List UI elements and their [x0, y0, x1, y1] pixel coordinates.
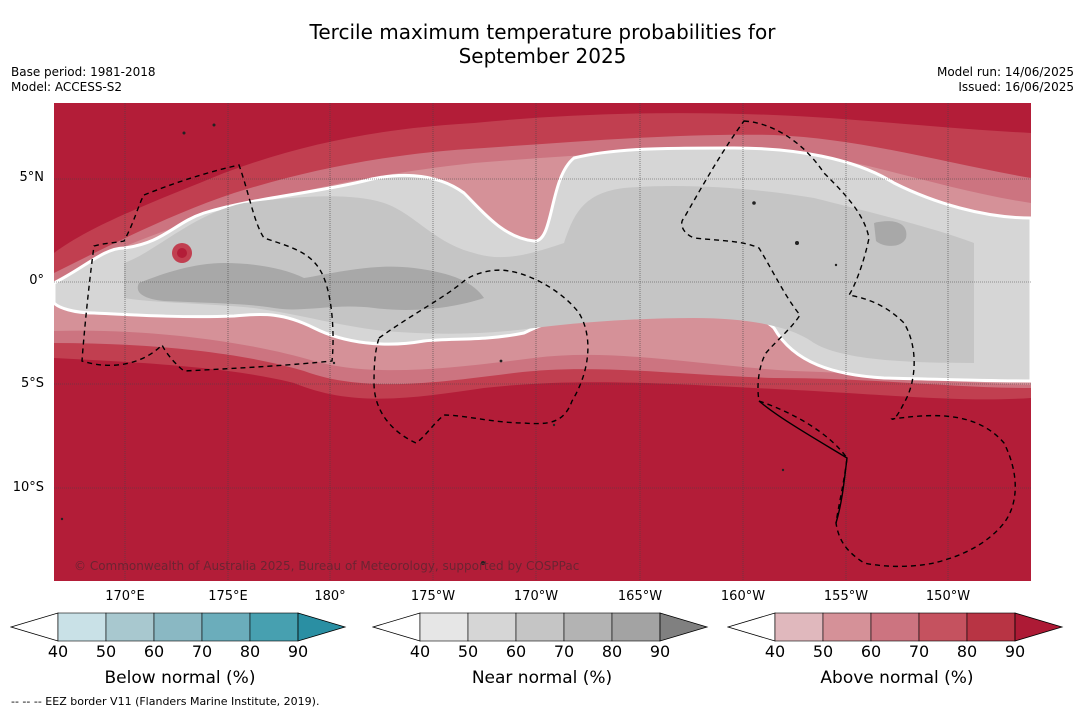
colorbar-tick-label: 40: [409, 642, 431, 661]
lon-label-150w: 150°W: [925, 589, 971, 604]
above-normal-title: Above normal (%): [820, 668, 974, 688]
colorbar-tick-label: 60: [505, 642, 527, 661]
title-line-1: Tercile maximum temperature probabilitie…: [309, 20, 776, 44]
red-hotspot-core: [177, 248, 187, 258]
colorbar-segment: [419, 612, 469, 642]
above-normal-segments: [727, 612, 1064, 642]
model-run: Model run: 14/06/2025: [936, 65, 1074, 79]
model-name: Model: ACCESS-S2: [11, 80, 123, 94]
colorbar-segment: [870, 612, 920, 642]
lon-label-160w: 160°W: [720, 589, 766, 604]
lat-label-0: 0°: [29, 273, 44, 288]
colorbar-tick-label: 80: [956, 642, 978, 661]
lat-label-10s: 10°S: [12, 480, 44, 495]
below-normal-segments: [10, 612, 347, 642]
colorbar-max-arrow: [297, 612, 347, 642]
lon-label-170e: 170°E: [105, 589, 145, 604]
colorbar-min-arrow: [727, 612, 776, 642]
near-normal-60-region: [137, 263, 484, 310]
colorbar-segment: [57, 612, 107, 642]
lat-label-5s: 5°S: [20, 376, 44, 391]
colorbar-segment: [249, 612, 299, 642]
lon-label-180: 180°: [314, 589, 346, 604]
lat-label-5n: 5°N: [19, 170, 45, 185]
eez-footnote: -- -- -- EEZ border V11 (Flanders Marine…: [11, 695, 320, 708]
lon-label-170w: 170°W: [513, 589, 559, 604]
colorbar-segment: [774, 612, 824, 642]
copyright-watermark: © Commonwealth of Australia 2025, Bureau…: [74, 559, 579, 573]
eez-borders: [81, 120, 1016, 568]
above-normal-colorbar: [727, 612, 1064, 642]
meta-left: Base period: 1981-2018 Model: ACCESS-S2: [11, 65, 156, 95]
map-title: Tercile maximum temperature probabilitie…: [0, 20, 1085, 68]
colorbar-segment: [611, 612, 661, 642]
colorbar-tick-label: 90: [649, 642, 671, 661]
colorbar-max-arrow: [659, 612, 709, 642]
colorbar-segment: [515, 612, 565, 642]
colorbar-segment: [563, 612, 613, 642]
probability-map: © Commonwealth of Australia 2025, Bureau…: [54, 103, 1031, 581]
colorbar-tick-label: 90: [287, 642, 309, 661]
lon-label-175e: 175°E: [208, 589, 248, 604]
issued-date: Issued: 16/06/2025: [958, 80, 1074, 94]
colorbar-tick-label: 70: [191, 642, 213, 661]
lon-label-155w: 155°W: [823, 589, 869, 604]
colorbar-tick-label: 50: [95, 642, 117, 661]
colorbar-tick-label: 80: [239, 642, 261, 661]
colorbar-tick-label: 40: [764, 642, 786, 661]
colorbar-segment: [105, 612, 155, 642]
near-normal-colorbar: [372, 612, 709, 642]
lon-label-175w: 175°W: [410, 589, 456, 604]
colorbar-tick-label: 90: [1004, 642, 1026, 661]
below-normal-colorbar: [10, 612, 347, 642]
below-normal-title: Below normal (%): [104, 668, 256, 688]
colorbar-segment: [467, 612, 517, 642]
colorbar-tick-label: 50: [457, 642, 479, 661]
colorbar-tick-label: 70: [908, 642, 930, 661]
colorbar-min-arrow: [10, 612, 59, 642]
colorbar-min-arrow: [372, 612, 421, 642]
near-normal-60-patch: [874, 221, 907, 246]
colorbar-segment: [201, 612, 251, 642]
base-period: Base period: 1981-2018: [11, 65, 156, 79]
colorbar-tick-label: 70: [553, 642, 575, 661]
colorbar-tick-label: 80: [601, 642, 623, 661]
colorbar-segment: [822, 612, 872, 642]
colorbar-segment: [966, 612, 1016, 642]
solid-boundary-line: [758, 400, 848, 524]
colorbar-tick-label: 50: [812, 642, 834, 661]
near-normal-segments: [372, 612, 709, 642]
meta-right: Model run: 14/06/2025 Issued: 16/06/2025: [937, 65, 1074, 95]
near-normal-title: Near normal (%): [471, 668, 613, 688]
near-normal-50-region: [124, 186, 974, 363]
colorbar-segment: [153, 612, 203, 642]
colorbar-max-arrow: [1014, 612, 1064, 642]
colorbar-tick-label: 60: [860, 642, 882, 661]
colorbar-tick-label: 40: [47, 642, 69, 661]
gridlines: [54, 103, 1031, 581]
lon-label-165w: 165°W: [617, 589, 663, 604]
colorbar-segment: [918, 612, 968, 642]
colorbar-tick-label: 60: [143, 642, 165, 661]
title-line-2: September 2025: [458, 44, 627, 68]
